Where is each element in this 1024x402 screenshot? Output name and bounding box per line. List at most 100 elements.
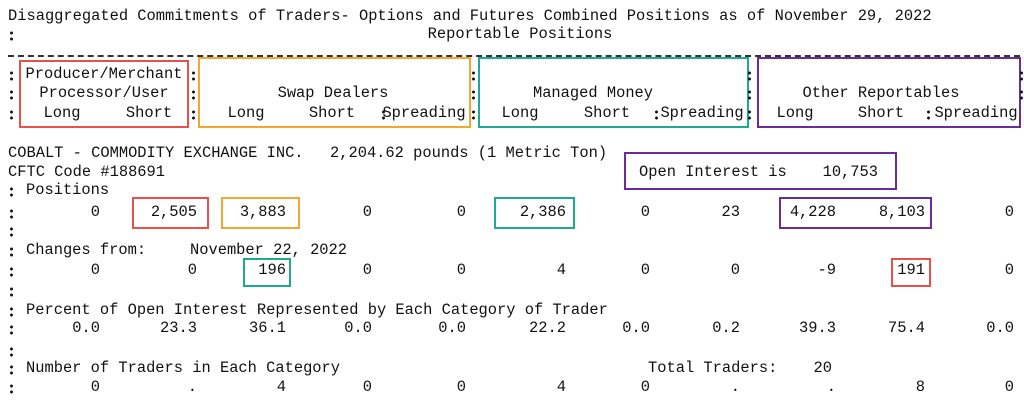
column-header: Spreading	[934, 104, 1018, 122]
row-label: Changes from:	[26, 241, 147, 259]
group-name: Processor/User	[39, 84, 169, 102]
value: 0	[362, 261, 372, 279]
value: 23	[721, 203, 740, 221]
value: 0.0	[344, 319, 372, 337]
value: 3,883	[239, 203, 286, 221]
value: 0	[730, 261, 740, 279]
value: 0	[1004, 378, 1014, 396]
value: 4,228	[789, 203, 836, 221]
column-header: Long	[43, 104, 81, 122]
group-name: Managed Money	[532, 84, 654, 102]
colon	[10, 306, 13, 318]
value: 0	[90, 378, 100, 396]
colon	[10, 324, 13, 336]
value: 2,386	[519, 203, 566, 221]
highlight	[494, 197, 575, 229]
cftc-code: CFTC Code #188691	[8, 163, 166, 181]
colon	[10, 246, 13, 258]
row-label: Percent of Open Interest Represented by …	[26, 301, 608, 319]
value: -9	[817, 261, 836, 279]
colon	[1020, 70, 1023, 82]
changes-date: November 22, 2022	[190, 241, 348, 259]
highlight	[221, 197, 300, 229]
colon	[10, 30, 13, 42]
value: 2,505	[150, 203, 197, 221]
column-header: Short	[857, 104, 905, 122]
colon	[10, 109, 13, 121]
highlight	[132, 197, 209, 229]
value: 36.1	[249, 319, 286, 337]
title: Disaggregated Commitments of Traders- Op…	[8, 7, 932, 25]
colon	[192, 109, 195, 121]
colon	[10, 383, 13, 395]
total-traders: 20	[813, 359, 832, 377]
open-interest-label: Open Interest is	[639, 163, 787, 181]
total-traders-label: Total Traders:	[648, 359, 778, 377]
open-interest: 10,753	[822, 163, 878, 181]
value: 0	[640, 203, 650, 221]
column-header: Spreading	[382, 104, 466, 122]
value: 0.0	[72, 319, 100, 337]
value: 0.2	[712, 319, 740, 337]
highlight	[243, 258, 291, 287]
value: 0	[362, 378, 372, 396]
colon	[192, 70, 195, 82]
colon	[10, 70, 13, 82]
value: .	[730, 378, 740, 396]
highlight	[891, 258, 931, 287]
value: .	[187, 378, 197, 396]
subtitle: Reportable Positions	[427, 25, 613, 43]
colon	[472, 109, 475, 121]
value: 8	[915, 378, 925, 396]
colon	[10, 186, 13, 198]
colon	[655, 109, 658, 121]
colon	[10, 286, 13, 298]
group-name: Swap Dealers	[277, 84, 389, 102]
value: 75.4	[888, 319, 925, 337]
commodity-name: COBALT - COMMODITY EXCHANGE INC.	[8, 144, 304, 162]
colon	[10, 208, 13, 220]
colon	[472, 70, 475, 82]
value: 0	[640, 261, 650, 279]
value: 0	[1004, 203, 1014, 221]
value: 196	[258, 261, 286, 279]
value: 22.2	[529, 319, 566, 337]
value: .	[826, 378, 836, 396]
value: 191	[897, 261, 925, 279]
colon	[1020, 89, 1023, 101]
highlight	[19, 60, 189, 128]
colon	[472, 89, 475, 101]
value: 0	[90, 261, 100, 279]
column-header: Long	[776, 104, 814, 122]
value: 0	[90, 203, 100, 221]
colon	[10, 226, 13, 238]
value: 0	[640, 378, 650, 396]
colon	[10, 364, 13, 376]
column-header: Spreading	[660, 104, 744, 122]
value: 4	[556, 378, 566, 396]
value: 4	[556, 261, 566, 279]
value: 0	[456, 261, 466, 279]
value: 8,103	[878, 203, 925, 221]
commodity-unit: 2,204.62 pounds (1 Metric Ton)	[330, 144, 608, 162]
row-label: Positions	[26, 181, 110, 199]
value: 0	[362, 203, 372, 221]
colon	[10, 266, 13, 278]
colon	[748, 70, 751, 82]
value: 39.3	[799, 319, 836, 337]
highlight	[624, 152, 897, 190]
value: 23.3	[160, 319, 197, 337]
colon	[748, 89, 751, 101]
value: 0.0	[986, 319, 1014, 337]
colon	[192, 89, 195, 101]
colon	[927, 109, 930, 121]
column-header: Short	[308, 104, 356, 122]
value: 0	[456, 203, 466, 221]
value: 0	[1004, 261, 1014, 279]
column-header: Long	[501, 104, 539, 122]
colon	[382, 109, 385, 121]
colon	[10, 89, 13, 101]
column-header: Short	[125, 104, 173, 122]
value: 0	[187, 261, 197, 279]
value: 0.0	[438, 319, 466, 337]
